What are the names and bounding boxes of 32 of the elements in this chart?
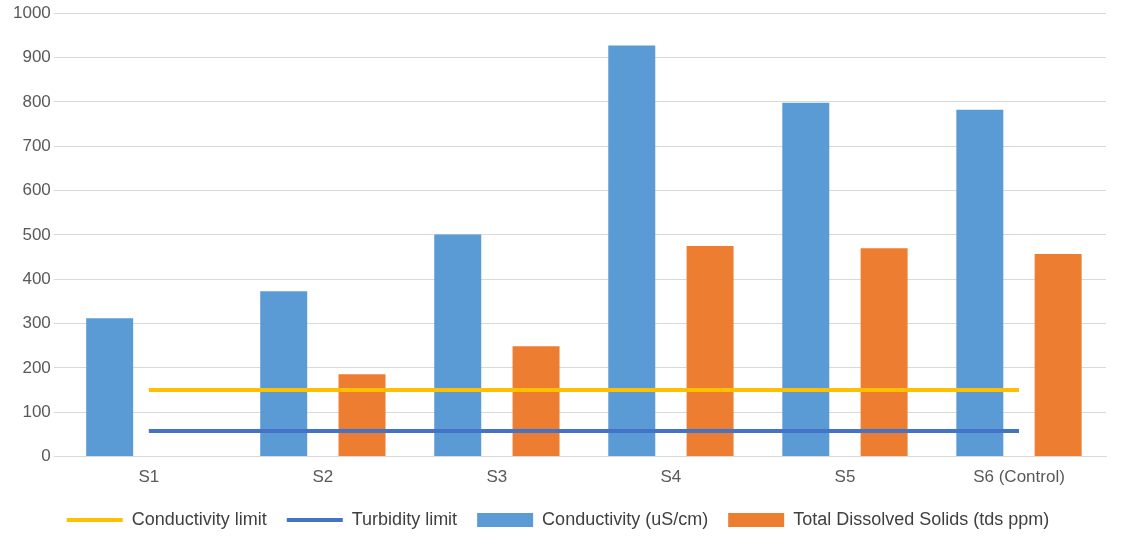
x-tick-label: S4 — [660, 467, 682, 487]
legend-label: Total Dissolved Solids (tds ppm) — [793, 508, 1050, 529]
legend-label: Conductivity limit — [131, 508, 267, 529]
bar — [608, 45, 656, 457]
y-tick-label: 600 — [22, 180, 51, 200]
bar — [956, 109, 1004, 457]
bar — [86, 318, 134, 457]
legend-label: Turbidity limit — [351, 508, 458, 529]
y-tick-label: 400 — [22, 268, 51, 288]
legend-label: Conductivity (uS/cm) — [542, 508, 709, 529]
bar — [434, 234, 482, 457]
bar — [686, 245, 734, 457]
y-tick-label: 0 — [41, 446, 51, 466]
bar — [860, 248, 908, 457]
y-tick-label: 900 — [22, 47, 51, 67]
y-tick-label: 300 — [22, 313, 51, 333]
x-tick-label: S5 — [834, 467, 856, 487]
y-tick-label: 500 — [22, 224, 51, 244]
y-tick-label: 700 — [22, 135, 51, 155]
y-tick-label: 100 — [22, 401, 51, 421]
y-tick-label: 1000 — [12, 2, 51, 22]
bar — [338, 374, 386, 457]
y-tick-label: 800 — [22, 91, 51, 111]
bar — [1034, 253, 1082, 457]
x-tick-label: S3 — [486, 467, 508, 487]
x-tick-label: S6 (Control) — [973, 467, 1065, 487]
y-tick-label: 200 — [22, 357, 51, 377]
bar — [512, 346, 560, 457]
x-tick-label: S1 — [138, 467, 160, 487]
bar — [782, 102, 830, 457]
bar — [260, 291, 308, 457]
x-tick-label: S2 — [312, 467, 334, 487]
